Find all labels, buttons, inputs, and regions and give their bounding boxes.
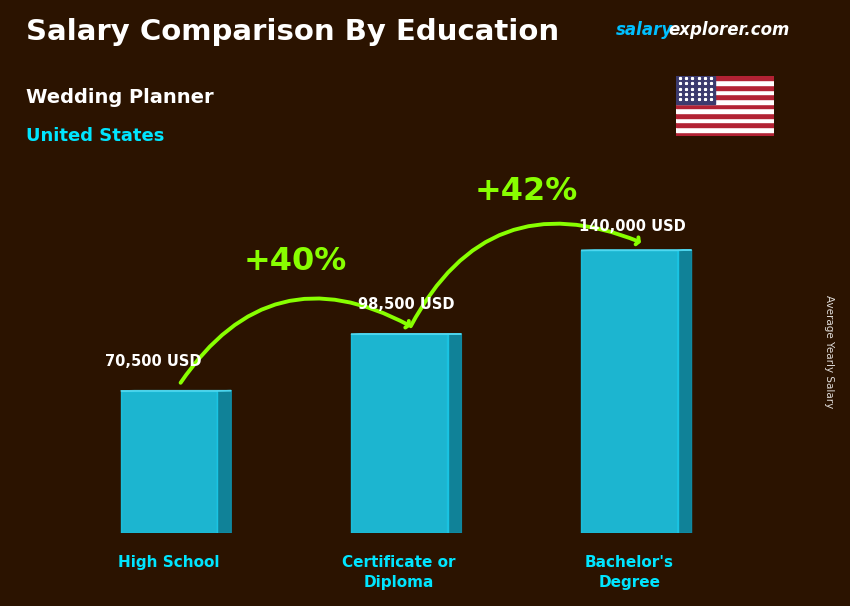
- Bar: [676, 118, 774, 122]
- Text: Wedding Planner: Wedding Planner: [26, 88, 213, 107]
- Text: 70,500 USD: 70,500 USD: [105, 354, 201, 369]
- Bar: [676, 85, 774, 90]
- Text: +42%: +42%: [474, 176, 577, 207]
- Bar: [676, 104, 774, 108]
- Text: High School: High School: [118, 555, 220, 570]
- Text: Certificate or
Diploma: Certificate or Diploma: [343, 555, 456, 590]
- Polygon shape: [581, 250, 677, 533]
- Polygon shape: [677, 250, 692, 533]
- Text: salary: salary: [616, 21, 673, 39]
- Bar: [676, 81, 774, 85]
- Bar: [676, 113, 774, 118]
- Bar: [676, 108, 774, 113]
- Bar: [676, 99, 774, 104]
- Polygon shape: [448, 334, 462, 533]
- Polygon shape: [218, 391, 231, 533]
- Bar: [676, 132, 774, 136]
- Polygon shape: [351, 335, 448, 533]
- Text: 98,500 USD: 98,500 USD: [358, 298, 454, 313]
- Text: Salary Comparison By Education: Salary Comparison By Education: [26, 18, 558, 46]
- Bar: [676, 76, 774, 81]
- Text: 140,000 USD: 140,000 USD: [579, 219, 685, 234]
- Text: +40%: +40%: [244, 246, 348, 277]
- Bar: [676, 90, 774, 95]
- Text: Bachelor's
Degree: Bachelor's Degree: [585, 555, 674, 590]
- Text: explorer.com: explorer.com: [668, 21, 790, 39]
- FancyArrowPatch shape: [180, 298, 409, 383]
- Bar: [676, 122, 774, 127]
- Polygon shape: [121, 391, 218, 533]
- Bar: [676, 76, 715, 104]
- Text: United States: United States: [26, 127, 164, 145]
- Bar: [676, 95, 774, 99]
- FancyArrowPatch shape: [411, 224, 639, 326]
- Bar: [676, 127, 774, 132]
- Text: Average Yearly Salary: Average Yearly Salary: [824, 295, 834, 408]
